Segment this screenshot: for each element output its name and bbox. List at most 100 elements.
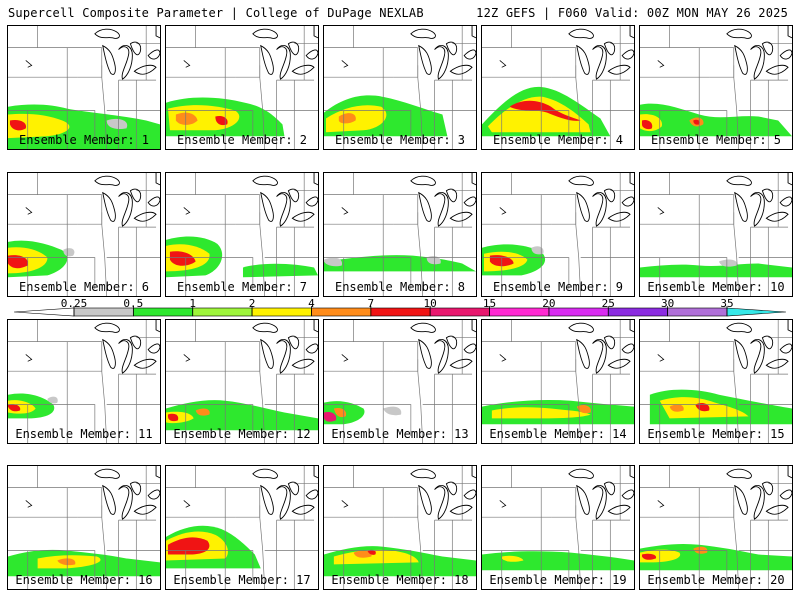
ensemble-map-panel — [7, 465, 161, 590]
colorbar-tick-label: 0.25 — [60, 297, 88, 310]
scp-shaded-map — [8, 26, 160, 149]
scp-shaded-map — [324, 466, 476, 589]
scp-shading — [8, 240, 75, 278]
basemap-outlines — [482, 26, 634, 149]
scp-shaded-map — [640, 173, 792, 296]
scp-shaded-map — [166, 320, 318, 443]
scp-shaded-map — [482, 320, 634, 443]
scp-shading — [324, 255, 476, 272]
scp-shaded-map — [482, 466, 634, 589]
scp-shading — [482, 244, 546, 276]
scp-shaded-map — [482, 173, 634, 296]
colorbar-tick-label: 20 — [542, 297, 556, 310]
ensemble-map-panel — [639, 172, 793, 297]
ensemble-map-panel — [165, 465, 319, 590]
ensemble-member-label: Ensemble Member: 10 — [647, 280, 785, 294]
scp-shaded-map — [8, 466, 160, 589]
colorbar-segment — [251, 307, 312, 317]
ensemble-map-panel — [7, 172, 161, 297]
ensemble-member-label: Ensemble Member: 12 — [173, 427, 311, 441]
ensemble-member-label: Ensemble Member: 9 — [492, 280, 624, 294]
scp-shading — [640, 259, 792, 278]
basemap-outlines — [324, 26, 476, 149]
ensemble-map-panel — [323, 25, 477, 150]
colorbar-arrow-right — [726, 307, 787, 317]
basemap-outlines — [482, 173, 634, 296]
scp-shaded-map — [640, 26, 792, 149]
colorbar-segment — [192, 307, 253, 317]
color-scale-bar — [13, 306, 787, 317]
ensemble-member-label: Ensemble Member: 3 — [334, 133, 466, 147]
scp-shaded-map — [166, 26, 318, 149]
scp-shading — [166, 400, 318, 431]
model-run-info: 12Z GEFS | F060 Valid: 00Z MON MAY 26 20… — [476, 6, 788, 20]
basemap-outlines — [640, 466, 792, 589]
colorbar-tick-label: 30 — [661, 297, 675, 310]
scp-shading — [640, 103, 792, 137]
scp-shaded-map — [8, 173, 160, 296]
colorbar-tick-label: 0.5 — [123, 297, 144, 310]
basemap-outlines — [8, 466, 160, 589]
ensemble-member-label: Ensemble Member: 20 — [647, 573, 785, 587]
colorbar-tick-label: 4 — [308, 297, 315, 310]
scp-shading — [324, 401, 402, 425]
scp-shading — [8, 549, 160, 577]
scp-shaded-map — [166, 173, 318, 296]
scp-shaded-map — [324, 173, 476, 296]
basemap-outlines — [640, 26, 792, 149]
ensemble-map-panel — [323, 465, 477, 590]
ensemble-member-label: Ensemble Member: 18 — [331, 573, 469, 587]
scp-shading — [8, 104, 160, 149]
ensemble-member-label: Ensemble Member: 16 — [15, 573, 153, 587]
scp-shading — [482, 86, 611, 137]
basemap-outlines — [482, 320, 634, 443]
ensemble-map-panel — [165, 172, 319, 297]
basemap-outlines — [324, 466, 476, 589]
ensemble-map-panel — [481, 319, 635, 444]
scp-shaded-map — [640, 320, 792, 443]
ensemble-map-panel — [481, 172, 635, 297]
basemap-outlines — [324, 320, 476, 443]
map-title: Supercell Composite Parameter | College … — [8, 6, 424, 20]
ensemble-member-label: Ensemble Member: 1 — [18, 133, 150, 147]
scp-shading — [166, 236, 318, 278]
scp-shaded-map — [166, 466, 318, 589]
scp-shaded-map — [8, 320, 160, 443]
basemap-outlines — [640, 320, 792, 443]
ensemble-member-label: Ensemble Member: 11 — [15, 427, 153, 441]
ensemble-member-label: Ensemble Member: 5 — [650, 133, 782, 147]
ensemble-member-label: Ensemble Member: 4 — [492, 133, 624, 147]
ensemble-map-panel — [481, 25, 635, 150]
ensemble-map-panel — [165, 25, 319, 150]
colorbar-segment — [607, 307, 668, 317]
ensemble-map-panel — [323, 172, 477, 297]
ensemble-map-panel — [165, 319, 319, 444]
colorbar-tick-label: 7 — [367, 297, 375, 310]
basemap-outlines — [166, 26, 318, 149]
basemap-outlines — [8, 173, 160, 296]
colorbar-tick-label: 25 — [601, 297, 615, 310]
ensemble-map-panel — [323, 319, 477, 444]
colorbar-tick-label: 2 — [248, 297, 256, 310]
basemap-outlines — [482, 466, 634, 589]
scp-shading — [324, 95, 448, 137]
ensemble-map-panel — [639, 25, 793, 150]
ensemble-map-panel — [7, 25, 161, 150]
ensemble-member-label: Ensemble Member: 13 — [331, 427, 469, 441]
colorbar-segment — [429, 307, 490, 317]
scp-shaded-map — [640, 466, 792, 589]
ensemble-member-label: Ensemble Member: 7 — [176, 280, 308, 294]
colorbar-tick-label: 10 — [423, 297, 437, 310]
ensemble-member-label: Ensemble Member: 19 — [489, 573, 627, 587]
scp-shaded-map — [324, 320, 476, 443]
scp-shading — [640, 543, 792, 571]
colorbar-tick-label: 1 — [189, 297, 197, 310]
ensemble-member-label: Ensemble Member: 14 — [489, 427, 627, 441]
scp-shading — [166, 525, 261, 569]
ensemble-map-panel — [639, 465, 793, 590]
colorbar-segment — [370, 307, 431, 317]
ensemble-member-label: Ensemble Member: 8 — [334, 280, 466, 294]
scp-shaded-map — [482, 26, 634, 149]
scp-shading — [482, 551, 634, 571]
basemap-outlines — [166, 320, 318, 443]
